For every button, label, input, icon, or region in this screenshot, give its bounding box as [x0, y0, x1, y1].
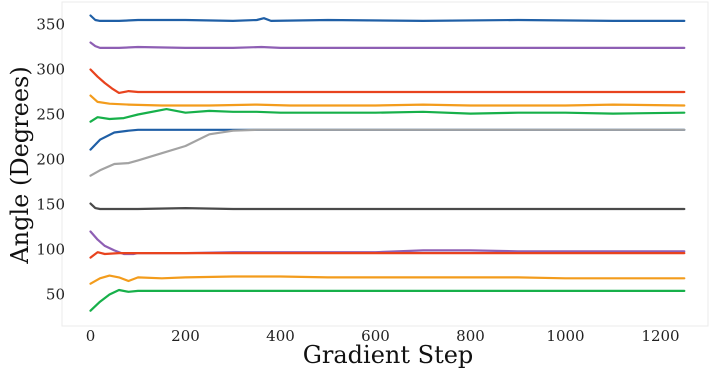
y-tick-label: 50 [46, 286, 65, 304]
x-tick-label: 800 [456, 327, 485, 345]
y-tick-label: 350 [36, 16, 65, 34]
series-line-7 [89, 128, 686, 177]
series-line-12 [89, 288, 686, 312]
series-line-5 [89, 108, 686, 123]
x-tick-label: 200 [171, 327, 200, 345]
x-tick-label: 400 [266, 327, 295, 345]
y-tick-labels: 50 100 150 200 250 300 350 [36, 16, 65, 304]
y-tick-label: 100 [36, 241, 65, 259]
series-line-8 [89, 202, 686, 211]
y-tick-label: 300 [36, 61, 65, 79]
y-axis-title: Angle (Degrees) [6, 66, 34, 264]
series-line-10 [89, 251, 686, 259]
y-tick-label: 250 [36, 106, 65, 124]
series-line-11 [89, 274, 686, 285]
series-line-1 [89, 14, 686, 22]
x-tick-label: 1000 [546, 327, 584, 345]
y-tick-label: 200 [36, 151, 65, 169]
series-layer [89, 14, 686, 312]
series-line-4 [89, 94, 686, 107]
x-tick-label: 600 [361, 327, 390, 345]
y-tick-label: 150 [36, 196, 65, 214]
series-line-3 [89, 68, 686, 94]
x-tick-label: 0 [86, 327, 96, 345]
plot-area [61, 1, 709, 327]
x-tick-labels: 0 200 400 600 800 1000 1200 [86, 327, 680, 345]
x-axis-title: Gradient Step [303, 341, 474, 369]
x-tick-label: 1200 [641, 327, 679, 345]
series-line-2 [89, 41, 686, 49]
